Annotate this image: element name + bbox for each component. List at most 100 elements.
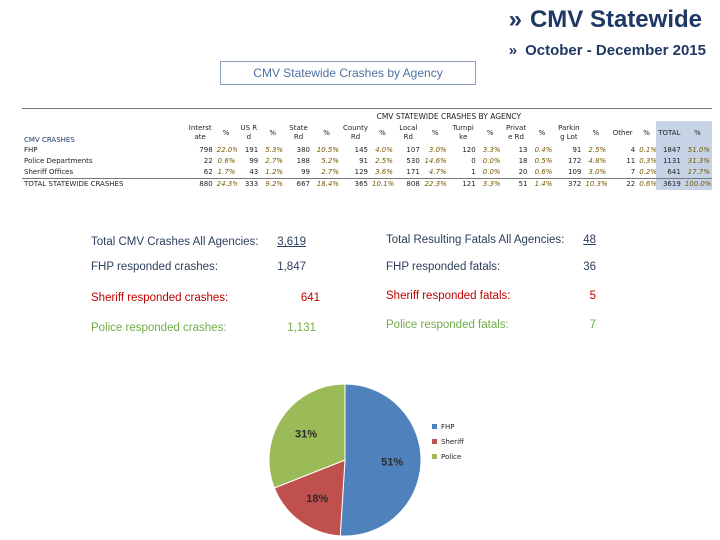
table-cell: 10.5% (316, 146, 340, 154)
table-cell: 109 (567, 168, 582, 176)
table-col-header: Private Rd (505, 124, 527, 141)
table-cell: 3619 (655, 178, 683, 190)
table-cell: 1.4% (529, 178, 555, 190)
pie-slice-fhp (339, 383, 422, 537)
table-cell: 172 (567, 157, 582, 165)
table-col-header: State Rd (289, 124, 308, 141)
table-cell: 0.2% (639, 168, 656, 176)
legend-label: Sheriff (441, 437, 464, 446)
table-col-header: % (269, 128, 276, 137)
table-col-header: % (222, 128, 230, 137)
table-cell: 20 (518, 168, 528, 176)
table-cell: 17.7% (682, 167, 712, 179)
table-col-header: % (643, 128, 650, 137)
table-col-header: % (431, 128, 439, 137)
table-cell: 2.7% (321, 168, 340, 176)
table-cell: 0.4% (534, 146, 553, 154)
table-cell: 107 (406, 146, 420, 154)
police-fatals-value: 7 (589, 319, 596, 331)
table-cell: 31.3% (682, 156, 712, 167)
table-cell: 380 (296, 146, 311, 154)
table-cell: 121 (448, 178, 478, 190)
table-cell: 4.0% (375, 146, 393, 154)
table-cell: 641 (655, 167, 683, 179)
table-cell: 798 (199, 146, 213, 154)
table-cell: 0.6% (534, 168, 553, 176)
table-cell: 808 (394, 178, 422, 190)
total-crashes-value: 3,619 (277, 236, 306, 248)
total-fatals-value: 48 (583, 234, 596, 246)
table-row: Police Departments 22 0.6% 99 2.7% 188 5.2% 91 2… (22, 156, 712, 167)
table-cell: 2.5% (588, 146, 607, 154)
pie-slice-sheriff (273, 459, 346, 537)
table-cell: 22.3% (421, 178, 449, 190)
sheriff-crashes-value: 641 (300, 292, 320, 304)
table-cell: 13 (518, 146, 528, 154)
legend-item: Police (432, 449, 464, 464)
table-cell: 4.7% (428, 168, 447, 176)
legend-label: Police (441, 452, 462, 461)
page-title-text: CMV Statewide (529, 6, 702, 33)
table-row: FHP 798 22.0% 191 5.3% 380 10.5% 145 4.0% 107 3.0%… (22, 145, 712, 156)
table-col-header: % (323, 128, 330, 137)
table-cell: 365 (341, 178, 371, 190)
table-cell: 51.0% (682, 145, 712, 156)
table-cell: 171 (406, 168, 420, 176)
table-cell: 22 (203, 157, 213, 165)
crash-table: CMV STATEWIDE CRASHES BY AGENCY CMV CRAS… (22, 108, 712, 190)
table-cell: 18 (518, 157, 528, 165)
table-cell: 0.0% (482, 157, 501, 165)
table-cell: 1131 (655, 156, 683, 167)
legend-swatch (432, 439, 437, 444)
table-cell: 3.6% (375, 168, 393, 176)
table-group-title: CMV STATEWIDE CRASHES BY AGENCY (376, 111, 522, 121)
pie-legend: FHP Sheriff Police (432, 419, 464, 464)
pie-slice-police (268, 383, 346, 489)
table-cell: 0.5% (534, 157, 553, 165)
table-cell: 3.0% (588, 168, 607, 176)
table-cell: 51 (502, 178, 530, 190)
table-col-header: % (592, 128, 600, 137)
table-cell: 120 (462, 146, 476, 154)
table-col-header: US Rd (240, 124, 258, 141)
total-fatals-label: Total Resulting Fatals All Agencies: (386, 234, 565, 246)
table-cell: 9.2% (260, 178, 286, 190)
table-cell: 0.6% (637, 178, 656, 190)
pie-label-sheriff: 18% (306, 493, 328, 505)
table-col-header: Turnpike (452, 124, 474, 141)
legend-label: FHP (441, 422, 455, 431)
table-cell: 0.3% (639, 157, 656, 165)
table-cell: 667 (285, 178, 313, 190)
table-cell: 10.3% (583, 178, 609, 190)
table-cell: 3.3% (477, 178, 503, 190)
table-col-header: Parking Lot (558, 124, 580, 141)
fhp-fatals-label: FHP responded fatals: (386, 261, 501, 273)
table-cell: 3.0% (428, 146, 447, 154)
table-cell: 24.3% (214, 178, 238, 190)
table-cell: 62 (203, 168, 213, 176)
table-cell: 11 (626, 157, 636, 165)
table-row: Sheriff Offices 62 1.7% 43 1.2% 99 2.7% 129 3.6%… (22, 167, 712, 179)
table-col-header: Local Rd (399, 124, 418, 141)
table-cell: 5.3% (265, 146, 284, 154)
table-col-header: % (486, 128, 494, 137)
table-cell: 188 (296, 157, 311, 165)
table-cell: 145 (354, 146, 369, 154)
agency-pie-chart: 51% 18% 31% (268, 383, 422, 537)
legend-item: Sheriff (432, 434, 464, 449)
police-crashes-value: 1,131 (287, 322, 316, 334)
table-cell: 129 (354, 168, 369, 176)
table-cell: 1.7% (217, 168, 236, 176)
table-cell: 22.0% (216, 146, 238, 154)
fhp-crashes-value: 1,847 (277, 261, 306, 273)
table-cell: 14.6% (424, 157, 447, 165)
table-cell: 91 (572, 146, 582, 154)
table-cell: 880 (185, 178, 215, 190)
table-row-label: Sheriff Offices (24, 168, 74, 176)
table-cell: 99 (301, 168, 311, 176)
table-cell: 22 (608, 178, 638, 190)
legend-swatch (432, 454, 437, 459)
sheriff-crashes-label: Sheriff responded crashes: (91, 292, 229, 304)
table-cell: 2.7% (265, 157, 284, 165)
table-cell: 0.1% (639, 146, 656, 154)
